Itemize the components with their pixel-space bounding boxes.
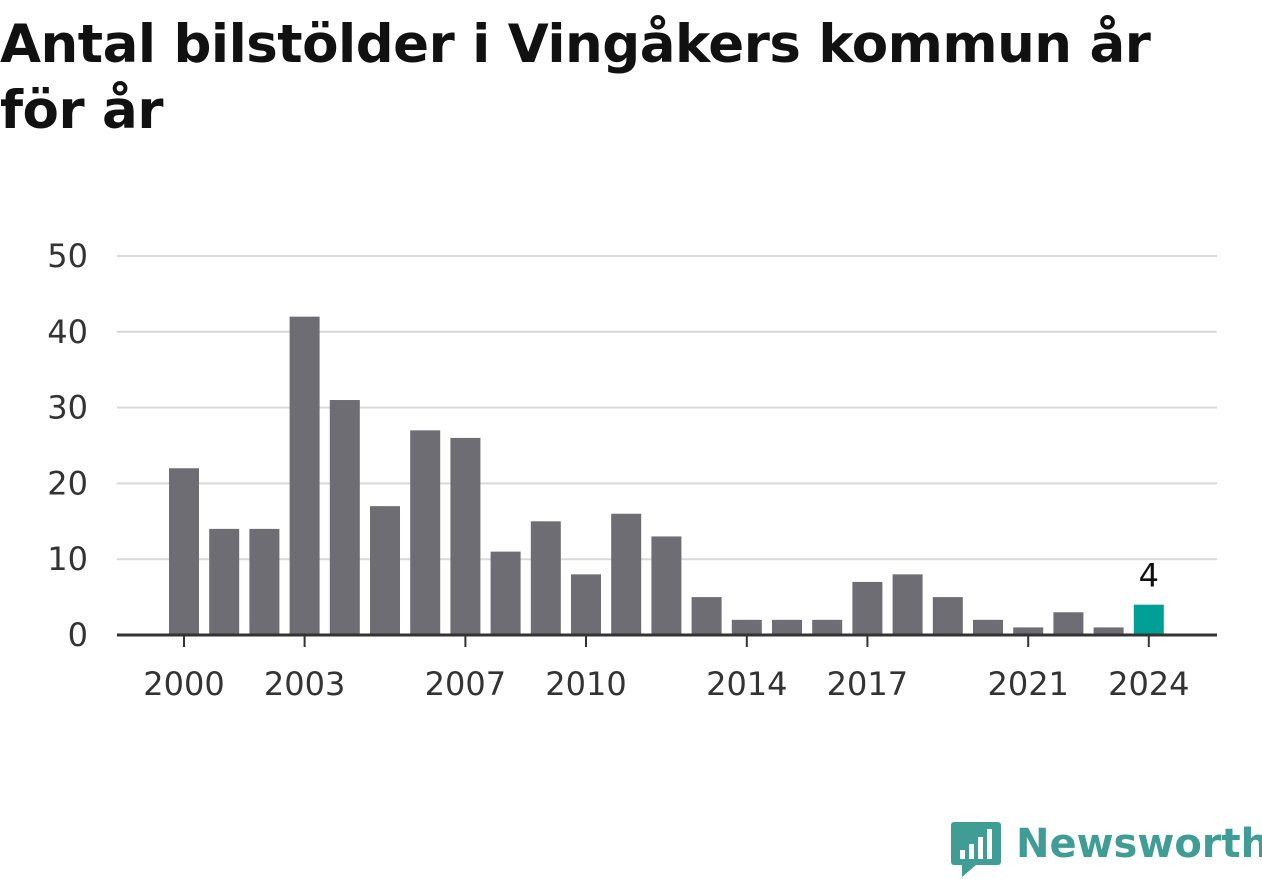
bar-2018 bbox=[892, 574, 923, 635]
bar-2006 bbox=[410, 430, 441, 635]
bar-2003 bbox=[289, 316, 320, 635]
bar-2013 bbox=[691, 597, 722, 635]
x-tick-label-2024: 2024 bbox=[1108, 665, 1189, 703]
bars bbox=[169, 316, 1164, 635]
x-axis-ticks: 2000 2003 2007 2010 2014 2017 2021 2024 bbox=[143, 635, 1190, 703]
bar-2014 bbox=[731, 619, 762, 635]
bar-2002 bbox=[249, 528, 280, 635]
bar-2010 bbox=[571, 574, 601, 635]
x-tick-label-2010: 2010 bbox=[545, 665, 626, 703]
y-tick-label-0: 0 bbox=[68, 616, 88, 654]
y-tick-label-10: 10 bbox=[47, 540, 88, 578]
bar-2019 bbox=[932, 597, 963, 635]
bar-2020 bbox=[973, 619, 1003, 635]
bar-2021 bbox=[1013, 627, 1044, 635]
x-tick-label-2007: 2007 bbox=[425, 665, 506, 703]
y-tick-label-30: 30 bbox=[47, 389, 88, 427]
newsworthy-brand: Newsworthy bbox=[950, 818, 1262, 878]
gridlines bbox=[117, 255, 1217, 561]
x-tick-label-2021: 2021 bbox=[987, 665, 1068, 703]
data-labels: 4 bbox=[1139, 557, 1159, 595]
bar-2016 bbox=[812, 619, 843, 635]
x-tick-label-2003: 2003 bbox=[264, 665, 345, 703]
x-tick-label-2017: 2017 bbox=[827, 665, 908, 703]
bar-2001 bbox=[209, 528, 240, 635]
y-tick-label-40: 40 bbox=[47, 313, 88, 351]
bar-2012 bbox=[651, 536, 682, 635]
data-label-2024: 4 bbox=[1139, 557, 1159, 595]
y-tick-label-50: 50 bbox=[47, 237, 88, 275]
chart-title: Antal bilstölder i Vingåkers kommun år f… bbox=[0, 14, 1151, 141]
y-axis-tick-labels: 0 10 20 30 40 50 bbox=[47, 237, 88, 654]
bar-2023 bbox=[1093, 627, 1124, 635]
bar-2017 bbox=[852, 581, 883, 635]
brand-name: Newsworthy bbox=[1016, 821, 1262, 867]
bar-2015 bbox=[772, 619, 802, 635]
bar-2011 bbox=[611, 513, 642, 635]
bar-2004 bbox=[329, 400, 360, 635]
bar-2005 bbox=[370, 506, 400, 635]
bar-2022 bbox=[1053, 612, 1084, 635]
bar-2000 bbox=[169, 468, 199, 635]
bar-2009 bbox=[530, 521, 561, 635]
x-tick-label-2014: 2014 bbox=[706, 665, 787, 703]
bar-2007 bbox=[450, 437, 481, 635]
x-tick-label-2000: 2000 bbox=[143, 665, 224, 703]
bar-2008 bbox=[490, 551, 521, 635]
bar-2024 bbox=[1133, 604, 1164, 635]
newsworthy-logo-icon bbox=[951, 822, 1001, 877]
y-tick-label-20: 20 bbox=[47, 464, 88, 502]
